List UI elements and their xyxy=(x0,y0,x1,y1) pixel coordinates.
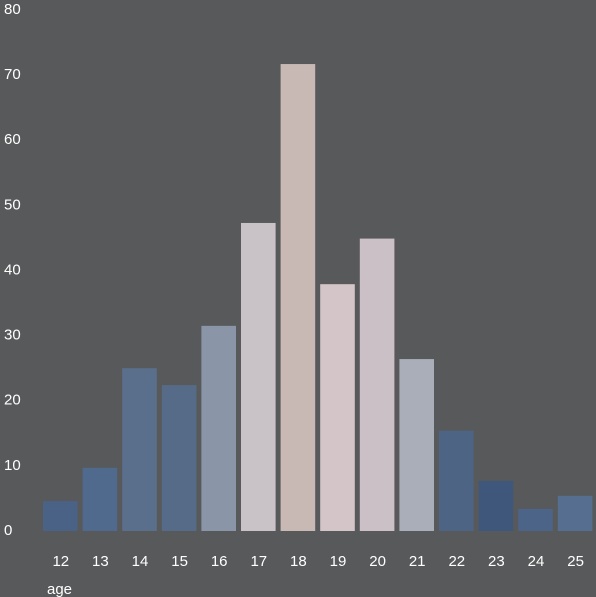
x-tick-label: 14 xyxy=(132,553,149,570)
bar xyxy=(280,64,316,532)
bar xyxy=(201,325,236,531)
x-tick-label: 23 xyxy=(488,553,505,570)
bar xyxy=(399,359,434,531)
x-axis-label: age xyxy=(47,581,72,597)
x-tick-label: 13 xyxy=(92,553,109,570)
x-tick-label: 25 xyxy=(567,553,584,570)
bar xyxy=(557,495,593,531)
bar xyxy=(43,501,78,531)
y-tick-label: 30 xyxy=(4,327,21,344)
y-tick-label: 10 xyxy=(4,457,21,474)
bar xyxy=(359,238,395,531)
y-tick-label: 50 xyxy=(4,196,21,213)
x-tick-label: 18 xyxy=(290,553,307,570)
y-tick-label: 60 xyxy=(4,131,21,148)
x-tick-label: 17 xyxy=(250,553,267,570)
y-tick-label: 70 xyxy=(4,66,21,83)
bar xyxy=(241,222,276,532)
bar xyxy=(161,385,197,531)
x-tick-label: 12 xyxy=(52,553,69,570)
x-tick-label: 15 xyxy=(171,553,188,570)
x-tick-label: 21 xyxy=(409,553,426,570)
bar xyxy=(439,430,474,531)
bar xyxy=(518,508,553,531)
x-tick-label: 16 xyxy=(211,553,228,570)
x-tick-label: 19 xyxy=(330,553,347,570)
bar xyxy=(320,284,355,531)
y-tick-label: 20 xyxy=(4,392,21,409)
x-tick-label: 24 xyxy=(528,553,545,570)
x-tick-label: 22 xyxy=(448,553,465,570)
y-tick-label: 0 xyxy=(4,522,12,539)
bar xyxy=(478,480,514,531)
y-tick-label: 80 xyxy=(4,1,21,18)
x-tick-label: 20 xyxy=(369,553,386,570)
bar xyxy=(82,467,118,531)
y-tick-label: 40 xyxy=(4,261,21,278)
bar xyxy=(122,368,157,531)
